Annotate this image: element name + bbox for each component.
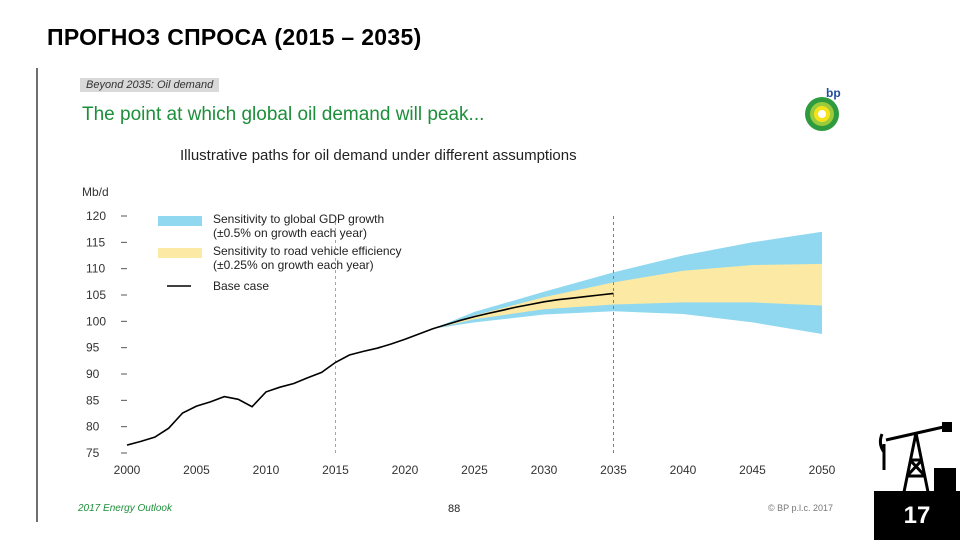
- sensitivity-bands: [432, 231, 822, 334]
- y-tick-label: 120: [86, 209, 106, 223]
- legend-label: Sensitivity to global GDP growth: [213, 212, 384, 226]
- x-tick-label: 2000: [114, 463, 141, 477]
- x-tick-label: 2030: [531, 463, 558, 477]
- section-tag: Beyond 2035: Oil demand: [80, 78, 220, 92]
- y-tick-label: 80: [86, 420, 100, 434]
- x-tick-label: 2015: [322, 463, 349, 477]
- base-case-series: [126, 292, 614, 446]
- slide-number: 17: [874, 491, 960, 540]
- y-axis: 75 80 85 90 95 100 105 110 115 120: [86, 209, 127, 460]
- y-tick-label: 90: [86, 367, 100, 381]
- y-tick-label: 105: [86, 288, 106, 302]
- oil-pump-icon: [878, 422, 956, 493]
- footer-page-number: 88: [448, 503, 461, 515]
- legend-label: Sensitivity to road vehicle efficiency: [213, 244, 402, 258]
- y-axis-unit: Mb/d: [82, 185, 109, 199]
- x-tick-label: 2020: [392, 463, 419, 477]
- x-tick-label: 2025: [461, 463, 488, 477]
- bp-logo: bp: [805, 86, 841, 131]
- legend-label: Base case: [213, 279, 269, 293]
- legend-swatch-gdp: [158, 216, 202, 226]
- y-tick-label: 75: [86, 446, 100, 460]
- y-tick-label: 85: [86, 393, 100, 407]
- legend-label-note: (±0.25% on growth each year): [213, 258, 374, 272]
- legend: Sensitivity to global GDP growth(±0.5% o…: [158, 212, 402, 293]
- y-tick-label: 115: [86, 235, 105, 249]
- headline: The point at which global oil demand wil…: [82, 104, 485, 125]
- x-tick-label: 2050: [809, 463, 836, 477]
- y-tick-label: 95: [86, 341, 100, 355]
- x-tick-label: 2035: [600, 463, 627, 477]
- footer-source: 2017 Energy Outlook: [78, 503, 172, 514]
- bp-logo-text: bp: [826, 86, 841, 100]
- x-axis: 2000 2005 2010 2015 2020 2025 2030 2035 2040 2045…: [114, 463, 836, 477]
- legend-label-note: (±0.5% on growth each year): [213, 226, 367, 240]
- base-case-line: [126, 292, 614, 446]
- y-tick-label: 110: [86, 262, 105, 276]
- footer-copyright: © BP p.l.c. 2017: [768, 503, 834, 513]
- y-tick-label: 100: [86, 314, 106, 328]
- efficiency-sensitivity-band: [432, 263, 822, 329]
- x-tick-label: 2010: [253, 463, 280, 477]
- slide-title: ПРОГНОЗ СПРОСА (2015 – 2035): [47, 24, 422, 50]
- x-tick-label: 2040: [670, 463, 697, 477]
- left-divider: [36, 68, 38, 522]
- chart-title: Illustrative paths for oil demand under …: [180, 147, 577, 164]
- legend-swatch-efficiency: [158, 248, 202, 258]
- x-tick-label: 2045: [739, 463, 766, 477]
- x-tick-label: 2005: [183, 463, 210, 477]
